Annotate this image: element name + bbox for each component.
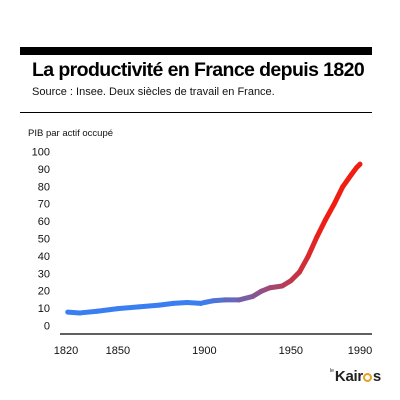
y-tick-label-100: 100 bbox=[32, 147, 50, 159]
x-tick-label-1900: 1900 bbox=[192, 345, 216, 357]
chart-title: La productivité en France depuis 1820 bbox=[32, 59, 365, 81]
y-tick-label-0: 0 bbox=[44, 321, 50, 333]
x-tick-label-1820: 1820 bbox=[54, 345, 78, 357]
top-rule bbox=[20, 47, 372, 55]
chart-subtitle: Source : Insee. Deux siècles de travail … bbox=[32, 86, 275, 98]
series-segment bbox=[77, 308, 100, 316]
x-tick-label-1950: 1950 bbox=[279, 345, 303, 357]
y-tick-label-60: 60 bbox=[38, 216, 50, 228]
y-tick-label-10: 10 bbox=[38, 303, 50, 315]
y-axis-label: PIB par actif occupé bbox=[28, 128, 114, 139]
series-segment bbox=[305, 234, 320, 259]
x-tick-label-1850: 1850 bbox=[106, 345, 130, 357]
logo-name-part2: s bbox=[372, 368, 381, 385]
logo-prefix: le bbox=[330, 368, 334, 374]
kairos-logo: leKair s bbox=[330, 368, 381, 386]
logo-o-icon bbox=[363, 373, 373, 382]
y-tick-label-90: 90 bbox=[38, 164, 50, 176]
series-segment bbox=[331, 184, 346, 207]
series-segment bbox=[354, 161, 363, 171]
x-tick-label-1990: 1990 bbox=[348, 345, 372, 357]
series-segment bbox=[322, 201, 337, 223]
series-segment bbox=[296, 253, 311, 275]
series-segment bbox=[94, 306, 121, 314]
y-tick-label-80: 80 bbox=[38, 181, 50, 193]
y-tick-label-20: 20 bbox=[38, 286, 50, 298]
header-rule bbox=[20, 112, 372, 113]
series-segment bbox=[115, 304, 142, 312]
y-tick-label-30: 30 bbox=[38, 268, 50, 280]
series-segment bbox=[136, 302, 162, 310]
y-tick-label-50: 50 bbox=[38, 234, 50, 246]
y-tick-label-40: 40 bbox=[38, 251, 50, 263]
series-segment bbox=[314, 217, 328, 240]
y-tick-label-70: 70 bbox=[38, 199, 50, 211]
logo-name-part1: Kair bbox=[334, 368, 363, 385]
